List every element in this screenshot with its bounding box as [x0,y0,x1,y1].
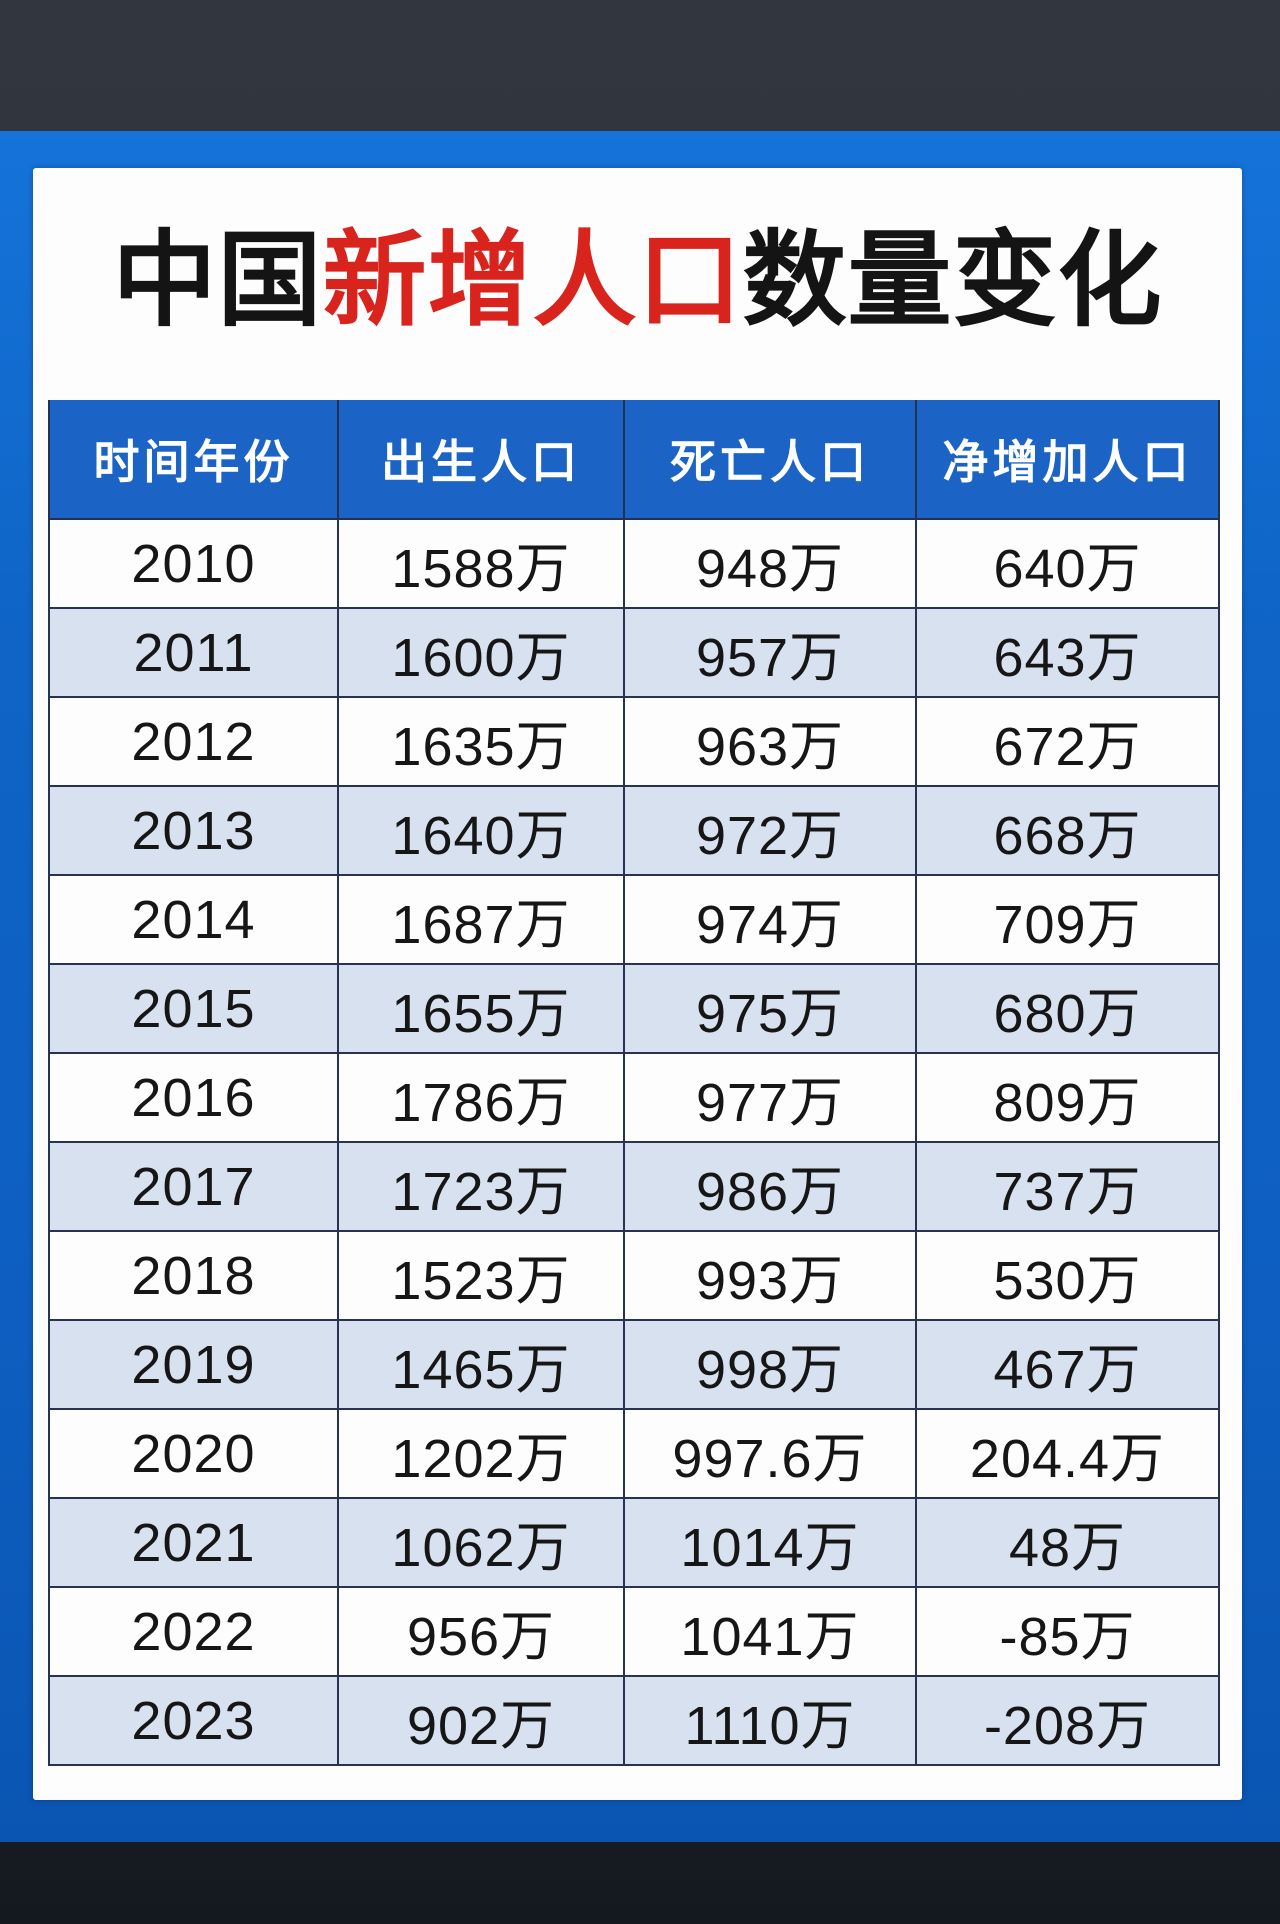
births-cell: 1655万 [337,963,625,1054]
net-cell: -208万 [915,1675,1220,1766]
table-row: 2013 1640万 972万 668万 [48,785,1220,876]
net-cell: 680万 [915,963,1220,1054]
title-segment-black-left: 中国 [112,223,323,339]
births-cell: 1062万 [337,1497,625,1588]
year-cell: 2023 [48,1675,339,1766]
year-cell: 2018 [48,1230,339,1321]
births-cell: 1202万 [337,1408,625,1499]
year-cell: 2019 [48,1319,339,1410]
table-header: 时间年份 出生人口 死亡人口 净增加人口 [48,400,1220,520]
year-cell: 2011 [48,607,339,698]
column-header-year: 时间年份 [48,400,339,520]
title-segment-black-right: 数量变化 [742,223,1163,339]
table-row: 2011 1600万 957万 643万 [48,607,1220,698]
year-cell: 2022 [48,1586,339,1677]
table-row: 2018 1523万 993万 530万 [48,1230,1220,1321]
year-cell: 2012 [48,696,339,787]
table-body: 2010 1588万 948万 640万 2011 1600万 957万 643… [48,518,1220,1766]
births-cell: 1723万 [337,1141,625,1232]
births-cell: 1600万 [337,607,625,698]
year-cell: 2021 [48,1497,339,1588]
population-table: 时间年份 出生人口 死亡人口 净增加人口 2010 1588万 948万 640… [48,400,1220,1766]
year-cell: 2010 [48,518,339,609]
deaths-cell: 997.6万 [623,1408,917,1499]
column-header-births: 出生人口 [337,400,625,520]
table-row: 2012 1635万 963万 672万 [48,696,1220,787]
births-cell: 902万 [337,1675,625,1766]
net-cell: 737万 [915,1141,1220,1232]
deaths-cell: 948万 [623,518,917,609]
year-cell: 2015 [48,963,339,1054]
blue-frame: 中国新增人口数量变化 时间年份 出生人口 死亡人口 净增加人口 2010 158… [0,131,1280,1842]
table-row: 2010 1588万 948万 640万 [48,518,1220,609]
table-row: 2015 1655万 975万 680万 [48,963,1220,1054]
deaths-cell: 1014万 [623,1497,917,1588]
table-row: 2022 956万 1041万 -85万 [48,1586,1220,1677]
column-header-net: 净增加人口 [915,400,1220,520]
deaths-cell: 998万 [623,1319,917,1410]
deaths-cell: 963万 [623,696,917,787]
net-cell: 204.4万 [915,1408,1220,1499]
net-cell: -85万 [915,1586,1220,1677]
table-row: 2017 1723万 986万 737万 [48,1141,1220,1232]
column-header-deaths: 死亡人口 [623,400,917,520]
births-cell: 956万 [337,1586,625,1677]
births-cell: 1635万 [337,696,625,787]
deaths-cell: 975万 [623,963,917,1054]
table-row: 2016 1786万 977万 809万 [48,1052,1220,1143]
table-row: 2020 1202万 997.6万 204.4万 [48,1408,1220,1499]
deaths-cell: 1041万 [623,1586,917,1677]
title-segment-red: 新增人口 [322,223,743,339]
table-row: 2019 1465万 998万 467万 [48,1319,1220,1410]
year-cell: 2017 [48,1141,339,1232]
white-panel: 中国新增人口数量变化 时间年份 出生人口 死亡人口 净增加人口 2010 158… [33,168,1242,1800]
net-cell: 672万 [915,696,1220,787]
births-cell: 1687万 [337,874,625,965]
deaths-cell: 974万 [623,874,917,965]
net-cell: 643万 [915,607,1220,698]
net-cell: 709万 [915,874,1220,965]
births-cell: 1588万 [337,518,625,609]
births-cell: 1465万 [337,1319,625,1410]
table-row: 2023 902万 1110万 -208万 [48,1675,1220,1766]
year-cell: 2013 [48,785,339,876]
net-cell: 48万 [915,1497,1220,1588]
deaths-cell: 993万 [623,1230,917,1321]
births-cell: 1786万 [337,1052,625,1143]
header-row: 时间年份 出生人口 死亡人口 净增加人口 [48,400,1220,520]
births-cell: 1640万 [337,785,625,876]
net-cell: 640万 [915,518,1220,609]
net-cell: 668万 [915,785,1220,876]
year-cell: 2014 [48,874,339,965]
net-cell: 467万 [915,1319,1220,1410]
deaths-cell: 957万 [623,607,917,698]
deaths-cell: 972万 [623,785,917,876]
table-row: 2021 1062万 1014万 48万 [48,1497,1220,1588]
deaths-cell: 1110万 [623,1675,917,1766]
table-row: 2014 1687万 974万 709万 [48,874,1220,965]
year-cell: 2016 [48,1052,339,1143]
year-cell: 2020 [48,1408,339,1499]
deaths-cell: 986万 [623,1141,917,1232]
deaths-cell: 977万 [623,1052,917,1143]
net-cell: 809万 [915,1052,1220,1143]
net-cell: 530万 [915,1230,1220,1321]
births-cell: 1523万 [337,1230,625,1321]
page-title: 中国新增人口数量变化 [33,224,1242,338]
